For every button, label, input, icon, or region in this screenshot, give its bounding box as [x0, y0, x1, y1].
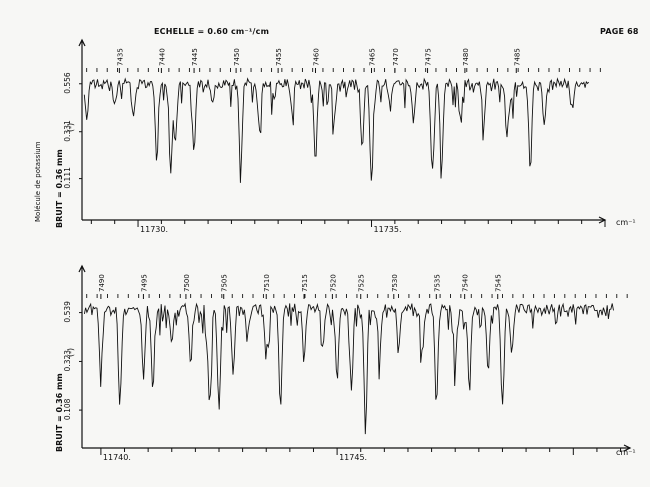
- y-axis-arrow: [78, 38, 86, 47]
- line-number-label: 7435: [116, 48, 124, 66]
- x-axis-arrow: [623, 444, 632, 452]
- line-number-label: 7460: [312, 48, 320, 66]
- line-number-label: 7535: [433, 274, 441, 292]
- y-tick-label: 0.556: [63, 72, 72, 94]
- y-axis-arrow: [78, 264, 86, 273]
- line-number-label: 7505: [221, 274, 229, 292]
- y-tick-label: 0.331: [63, 120, 72, 142]
- line-number-label: 7465: [369, 48, 377, 66]
- spectrum-trace: [83, 77, 590, 183]
- spectrum-trace: [83, 302, 614, 435]
- x-tick-label: 11745.: [339, 453, 367, 462]
- unit-label-top: cm⁻¹: [616, 218, 636, 227]
- line-number-label: 7490: [98, 274, 106, 292]
- y-tick-label: 0.323: [63, 350, 72, 372]
- line-number-label: 7495: [140, 274, 148, 292]
- line-number-label: 7440: [158, 48, 166, 66]
- line-number-label: 7485: [513, 48, 521, 66]
- line-number-label: 7455: [275, 48, 283, 66]
- x-tick-label: 11730.: [140, 225, 168, 234]
- line-number-label: 7520: [329, 274, 337, 292]
- unit-label-bottom: cm⁻¹: [616, 448, 636, 457]
- line-number-label: 7480: [462, 48, 470, 66]
- line-number-label: 7500: [183, 274, 191, 292]
- line-number-label: 7515: [301, 274, 309, 292]
- scale-label: ECHELLE = 0.60 cm⁻¹/cm: [154, 27, 270, 36]
- line-number-label: 7470: [392, 48, 400, 66]
- y-tick-label: 0.539: [63, 301, 72, 323]
- line-number-label: 7450: [233, 48, 241, 66]
- x-tick-label: 11735.: [374, 225, 402, 234]
- x-tick-label: 11740.: [103, 453, 131, 462]
- line-number-label: 7510: [263, 274, 271, 292]
- line-number-label: 7445: [191, 48, 199, 66]
- line-number-label: 7530: [391, 274, 399, 292]
- line-number-label: 7525: [358, 274, 366, 292]
- line-number-label: 7475: [425, 48, 433, 66]
- y-tick-label: 0.108: [63, 398, 72, 420]
- line-number-label: 7545: [495, 274, 503, 292]
- line-number-label: 7540: [462, 274, 470, 292]
- y-tick-label: 0.111: [63, 167, 72, 189]
- page-number: PAGE 68: [600, 27, 639, 36]
